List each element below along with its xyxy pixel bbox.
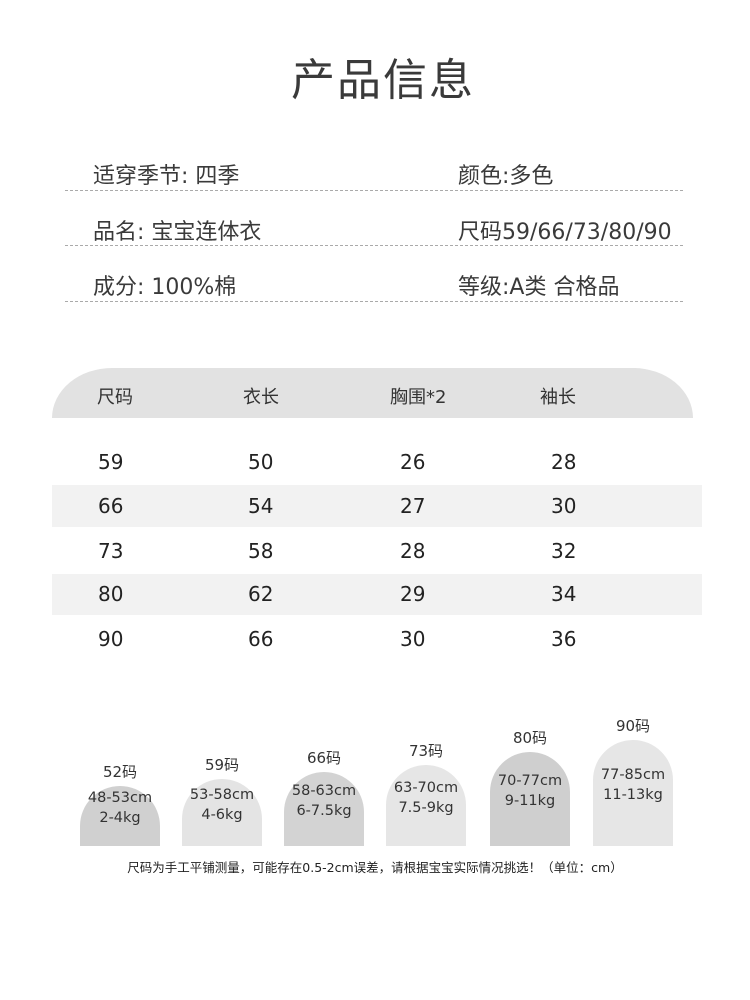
height-range: 77-85cm [600, 767, 666, 783]
table-cell: 26 [400, 450, 426, 474]
table-cell: 30 [400, 627, 426, 651]
size-arch: 48-53cm 2-4kg [80, 786, 160, 846]
measurement-note: 尺码为手工平铺测量，可能存在0.5-2cm误差，请根据宝宝实际情况挑选！（单位：… [127, 860, 623, 875]
divider [65, 301, 683, 302]
table-cell: 32 [551, 539, 577, 563]
size-arch: 53-58cm 4-6kg [182, 779, 262, 846]
table-cell: 80 [98, 582, 124, 606]
size-label: 90码 [615, 717, 651, 735]
table-cell: 73 [98, 539, 124, 563]
row-stripe [52, 485, 702, 527]
info-material: 成分: 100%棉 [93, 275, 237, 300]
height-range: 70-77cm [497, 773, 563, 789]
page-title: 产品信息 [291, 55, 475, 106]
info-color: 颜色:多色 [458, 164, 554, 189]
weight-range: 6-7.5kg [296, 803, 352, 819]
table-cell: 34 [551, 582, 577, 606]
info-product-name: 品名: 宝宝连体衣 [93, 220, 262, 245]
info-season: 适穿季节: 四季 [93, 164, 240, 189]
table-cell: 58 [248, 539, 274, 563]
weight-range: 2-4kg [99, 810, 141, 826]
weight-range: 4-6kg [201, 806, 243, 823]
size-label: 80码 [512, 729, 548, 747]
table-cell: 66 [248, 627, 274, 651]
table-cell: 50 [248, 450, 274, 474]
table-cell: 28 [551, 450, 577, 474]
header-size: 尺码 [97, 387, 133, 408]
height-range: 53-58cm [189, 786, 255, 803]
size-label: 59码 [204, 756, 240, 774]
table-header [52, 368, 693, 418]
size-arch: 70-77cm 9-11kg [490, 752, 570, 846]
size-arch: 63-70cm 7.5-9kg [386, 765, 466, 846]
divider [65, 245, 683, 246]
table-cell: 27 [400, 494, 426, 518]
table-cell: 30 [551, 494, 577, 518]
table-cell: 90 [98, 627, 124, 651]
header-length: 衣长 [243, 387, 279, 408]
table-cell: 54 [248, 494, 274, 518]
info-sizes: 尺码59/66/73/80/90 [458, 220, 672, 245]
weight-range: 11-13kg [603, 787, 663, 803]
size-label: 66码 [306, 749, 342, 767]
header-chest: 胸围*2 [390, 387, 447, 408]
table-cell: 29 [400, 582, 426, 606]
weight-range: 7.5-9kg [398, 799, 454, 816]
info-grade: 等级:A类 合格品 [458, 275, 620, 300]
row-stripe [52, 574, 702, 615]
table-cell: 66 [98, 494, 124, 518]
size-label: 73码 [408, 742, 444, 760]
size-arch: 77-85cm 11-13kg [593, 740, 673, 846]
divider [65, 190, 683, 191]
table-cell: 36 [551, 627, 577, 651]
height-range: 58-63cm [291, 783, 357, 799]
size-arch: 58-63cm 6-7.5kg [284, 772, 364, 846]
height-range: 48-53cm [87, 790, 153, 806]
weight-range: 9-11kg [504, 793, 556, 809]
size-label: 52码 [102, 763, 138, 781]
table-cell: 62 [248, 582, 274, 606]
height-range: 63-70cm [393, 779, 459, 796]
table-cell: 28 [400, 539, 426, 563]
table-cell: 59 [98, 450, 124, 474]
header-sleeve: 袖长 [540, 387, 576, 408]
